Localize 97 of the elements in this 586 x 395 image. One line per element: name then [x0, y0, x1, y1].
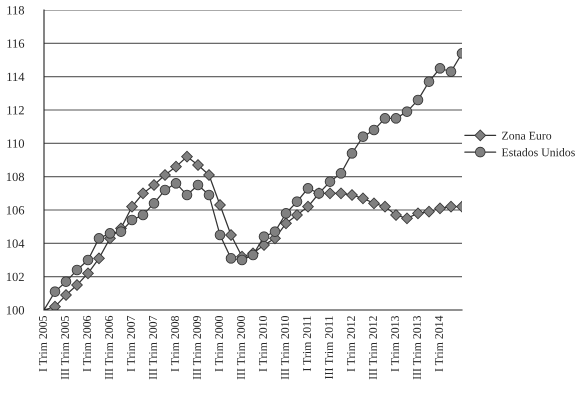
point	[148, 179, 160, 191]
point	[270, 226, 280, 237]
point	[236, 254, 248, 266]
point	[346, 148, 358, 159]
point	[368, 198, 380, 210]
point	[204, 190, 214, 200]
x-tick-label: I Trim 2006	[82, 316, 91, 372]
x-tick-label: I Trim 2012	[346, 316, 355, 372]
point	[412, 94, 424, 106]
point	[214, 230, 226, 240]
point	[324, 188, 336, 200]
point	[357, 192, 369, 204]
point	[292, 196, 302, 207]
point	[248, 250, 258, 260]
point	[137, 188, 149, 200]
legend-label: Estados Unidos	[502, 148, 575, 156]
x-tick-label: I Trim 2005	[38, 316, 47, 372]
point	[280, 218, 292, 230]
point	[104, 228, 116, 239]
point	[336, 168, 346, 179]
x-tick-label: I Trim 2014	[434, 316, 443, 372]
y-tick-label: 102	[6, 272, 24, 282]
point	[182, 190, 192, 200]
x-tick-label: I Trim 2011	[302, 316, 311, 372]
point	[170, 160, 182, 172]
point	[424, 76, 434, 87]
x-tick-label: I Trim 2007	[126, 316, 135, 372]
y-tick-label: 116	[7, 39, 24, 48]
x-tick-label: I Trim 2013	[390, 316, 399, 372]
point	[214, 199, 226, 211]
point	[446, 66, 456, 77]
point	[380, 113, 390, 124]
point	[445, 200, 457, 212]
point	[280, 208, 292, 219]
point	[126, 200, 138, 212]
point	[390, 209, 402, 221]
point	[258, 231, 270, 242]
point	[94, 233, 104, 244]
point	[401, 212, 413, 224]
point	[434, 63, 446, 74]
y-tick-label: 114	[7, 72, 24, 82]
point	[314, 188, 324, 199]
y-tick-label: 104	[6, 239, 24, 248]
point	[72, 264, 82, 276]
point	[170, 178, 182, 189]
point	[346, 189, 358, 201]
point	[160, 184, 170, 196]
point	[379, 200, 391, 212]
point	[324, 176, 336, 187]
point	[203, 169, 215, 181]
point	[60, 289, 72, 301]
point	[192, 159, 204, 171]
point	[82, 268, 94, 280]
x-tick-label: III Trim 2007	[148, 316, 157, 380]
x-tick-label: III Trim 2012	[368, 316, 377, 380]
point	[335, 188, 347, 200]
x-tick-label: I Trim 2008	[170, 316, 179, 372]
point	[368, 124, 380, 136]
point	[93, 252, 105, 264]
x-tick-label: III Trim 2010	[280, 316, 289, 380]
point	[358, 131, 368, 142]
y-tick-label: 110	[7, 139, 24, 148]
point	[302, 183, 314, 194]
x-tick-label: III Trim 2013	[412, 316, 421, 380]
y-tick-label: 108	[6, 172, 24, 182]
point	[181, 150, 193, 162]
point	[402, 106, 412, 117]
y-tick-label: 106	[6, 206, 24, 214]
x-tick-label: I Trim 2010	[258, 316, 267, 372]
point	[302, 200, 314, 212]
x-tick-label: III Trim 2005	[60, 316, 69, 380]
point	[116, 226, 126, 237]
x-tick-label: III Trim 2011	[324, 316, 333, 379]
x-tick-label: I Trim 2000	[214, 316, 223, 372]
point	[291, 209, 303, 221]
point	[148, 198, 160, 209]
y-tick-label: 100	[6, 306, 24, 314]
point	[50, 286, 60, 297]
point	[423, 206, 435, 218]
point	[60, 276, 72, 287]
point	[412, 208, 424, 220]
point	[82, 254, 94, 266]
point	[126, 214, 138, 226]
point	[192, 180, 204, 190]
point	[138, 210, 148, 220]
y-tick-label: 112	[7, 106, 24, 114]
point	[159, 169, 171, 181]
point	[225, 229, 237, 241]
x-tick-label: III Trim 2000	[236, 316, 245, 380]
point	[226, 253, 236, 264]
x-tick-label: III Trim 2009	[192, 316, 201, 380]
point	[390, 113, 402, 124]
point	[71, 279, 83, 291]
x-tick-label: III Trim 2006	[104, 316, 113, 380]
legend-label: Zona Euro	[502, 132, 552, 140]
point	[434, 202, 446, 214]
y-tick-label: 118	[7, 6, 24, 14]
